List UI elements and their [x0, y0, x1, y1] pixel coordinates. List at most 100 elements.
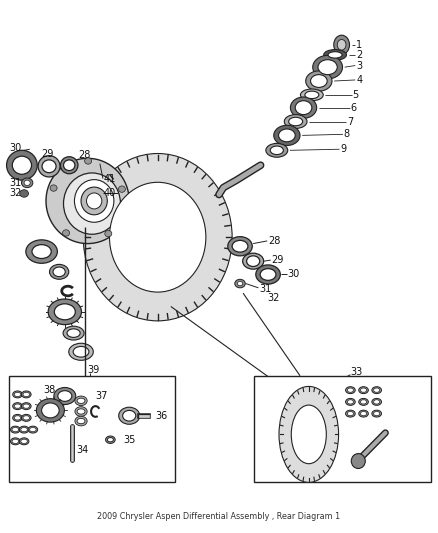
Ellipse shape: [228, 237, 252, 256]
Ellipse shape: [49, 264, 69, 279]
Ellipse shape: [359, 399, 368, 405]
Ellipse shape: [14, 404, 21, 408]
Ellipse shape: [13, 403, 22, 409]
Ellipse shape: [266, 143, 288, 157]
Ellipse shape: [247, 256, 260, 266]
Ellipse shape: [13, 391, 22, 398]
Ellipse shape: [14, 416, 21, 420]
Ellipse shape: [20, 190, 28, 197]
Ellipse shape: [107, 438, 113, 442]
Ellipse shape: [359, 410, 368, 417]
Ellipse shape: [360, 388, 367, 392]
Text: 40: 40: [104, 188, 116, 198]
Text: 2: 2: [356, 50, 362, 60]
Ellipse shape: [63, 230, 70, 236]
Ellipse shape: [106, 436, 115, 443]
Text: 39: 39: [88, 366, 100, 375]
Ellipse shape: [279, 129, 295, 142]
Ellipse shape: [46, 158, 129, 244]
Ellipse shape: [300, 89, 323, 101]
Ellipse shape: [21, 427, 27, 432]
Ellipse shape: [374, 388, 380, 392]
Ellipse shape: [324, 50, 346, 60]
Ellipse shape: [346, 387, 355, 393]
Ellipse shape: [12, 427, 18, 432]
Ellipse shape: [359, 387, 368, 393]
Text: 37: 37: [95, 391, 108, 401]
Ellipse shape: [360, 400, 367, 404]
Ellipse shape: [63, 326, 84, 340]
Ellipse shape: [21, 403, 31, 409]
Ellipse shape: [19, 438, 29, 445]
Ellipse shape: [289, 117, 303, 126]
Ellipse shape: [23, 392, 29, 397]
Ellipse shape: [346, 399, 355, 405]
Ellipse shape: [372, 399, 381, 405]
Ellipse shape: [235, 279, 245, 288]
Ellipse shape: [110, 182, 206, 292]
Ellipse shape: [21, 391, 31, 398]
Ellipse shape: [12, 439, 18, 443]
Ellipse shape: [347, 388, 353, 392]
Ellipse shape: [232, 240, 248, 252]
Ellipse shape: [73, 346, 89, 357]
Text: 41: 41: [104, 174, 116, 183]
Ellipse shape: [74, 180, 114, 222]
Ellipse shape: [374, 400, 380, 404]
Ellipse shape: [311, 75, 327, 87]
Ellipse shape: [305, 91, 319, 99]
Text: 8: 8: [344, 130, 350, 139]
Ellipse shape: [77, 398, 85, 403]
Text: 6: 6: [350, 103, 357, 112]
Ellipse shape: [256, 265, 280, 284]
Text: 36: 36: [155, 411, 168, 421]
Ellipse shape: [87, 193, 102, 209]
Ellipse shape: [328, 52, 342, 58]
Ellipse shape: [77, 409, 85, 414]
Text: 4: 4: [356, 75, 362, 85]
Ellipse shape: [58, 391, 72, 401]
Ellipse shape: [337, 39, 346, 50]
Ellipse shape: [374, 411, 380, 416]
Ellipse shape: [318, 60, 337, 75]
Ellipse shape: [11, 426, 20, 433]
Ellipse shape: [54, 304, 75, 320]
Bar: [9, 376, 175, 482]
Ellipse shape: [85, 158, 92, 164]
Ellipse shape: [81, 187, 107, 215]
Text: 1: 1: [356, 40, 362, 50]
Ellipse shape: [19, 426, 29, 433]
Ellipse shape: [372, 410, 381, 417]
Ellipse shape: [60, 157, 78, 174]
Ellipse shape: [12, 156, 32, 174]
Ellipse shape: [351, 454, 365, 469]
Text: 9: 9: [340, 144, 346, 154]
Text: 33: 33: [350, 367, 363, 377]
Ellipse shape: [123, 410, 136, 421]
Ellipse shape: [53, 267, 65, 277]
Ellipse shape: [23, 416, 29, 420]
Text: 30: 30: [288, 270, 300, 279]
Text: 28: 28: [78, 150, 90, 159]
Ellipse shape: [69, 343, 93, 360]
Ellipse shape: [54, 387, 76, 405]
Text: 7: 7: [347, 117, 353, 126]
Text: 31: 31: [259, 284, 272, 294]
Ellipse shape: [313, 55, 343, 79]
Ellipse shape: [118, 186, 125, 192]
Text: 3: 3: [356, 61, 362, 70]
Ellipse shape: [13, 415, 22, 421]
Ellipse shape: [28, 426, 38, 433]
Ellipse shape: [243, 253, 264, 269]
Text: 30: 30: [10, 143, 22, 153]
Ellipse shape: [24, 180, 30, 185]
Ellipse shape: [67, 329, 80, 337]
Ellipse shape: [21, 415, 31, 421]
Text: 5: 5: [353, 90, 359, 100]
Ellipse shape: [237, 281, 243, 286]
Ellipse shape: [372, 387, 381, 393]
Text: 32: 32: [267, 294, 279, 303]
Text: 32: 32: [10, 189, 22, 198]
Ellipse shape: [260, 269, 276, 280]
Ellipse shape: [11, 438, 20, 445]
